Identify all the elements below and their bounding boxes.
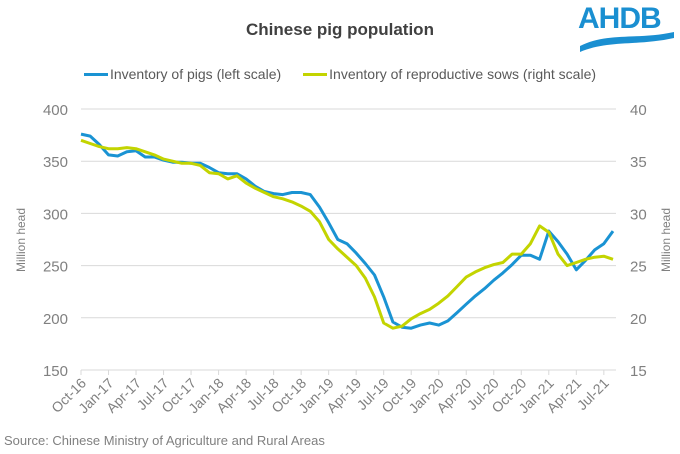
left-axis-ticks: 150 200 250 300 350 400 — [43, 102, 68, 380]
y-tick-left: 300 — [43, 206, 68, 223]
y-tick-right: 20 — [630, 311, 647, 328]
y-tick-right: 40 — [630, 102, 647, 119]
logo-text: AHDB — [578, 2, 662, 35]
y-tick-left: 150 — [43, 363, 68, 380]
y-tick-left: 200 — [43, 311, 68, 328]
legend-label-pigs: Inventory of pigs (left scale) — [109, 66, 282, 82]
legend-item-sows: Inventory of reproductive sows (right sc… — [303, 66, 596, 82]
y-tick-left: 400 — [43, 102, 68, 119]
legend: Inventory of pigs (left scale) Inventory… — [0, 66, 680, 82]
y-tick-right: 30 — [630, 206, 647, 223]
legend-swatch-sows — [303, 72, 328, 76]
series-line-pigs — [80, 132, 615, 330]
legend-label-sows: Inventory of reproductive sows (right sc… — [329, 66, 597, 82]
series-line-sows — [80, 138, 614, 330]
chart-title: Chinese pig population — [246, 20, 434, 39]
legend-item-pigs: Inventory of pigs (left scale) — [83, 66, 282, 82]
ahdb-logo: AHDB — [578, 2, 678, 52]
right-axis-ticks: 15 20 25 30 35 40 — [630, 102, 647, 380]
x-tick-label: Jul-21 — [574, 375, 612, 413]
y-axis-label-left: Million head — [14, 208, 28, 272]
y-tick-right: 35 — [630, 154, 647, 171]
y-tick-right: 25 — [630, 259, 647, 276]
y-axis-label-right: Million head — [659, 208, 673, 272]
legend-swatch-pigs — [83, 72, 108, 76]
y-tick-left: 350 — [43, 154, 68, 171]
x-axis: Oct-16Jan-17Apr-17Jul-17Oct-17Jan-18Apr-… — [48, 370, 612, 416]
y-tick-left: 250 — [43, 259, 68, 276]
y-tick-right: 15 — [630, 363, 647, 380]
source-note: Source: Chinese Ministry of Agriculture … — [4, 433, 325, 448]
logo-wave-icon — [580, 32, 674, 52]
series-lines — [80, 132, 615, 330]
gridlines — [81, 108, 616, 371]
